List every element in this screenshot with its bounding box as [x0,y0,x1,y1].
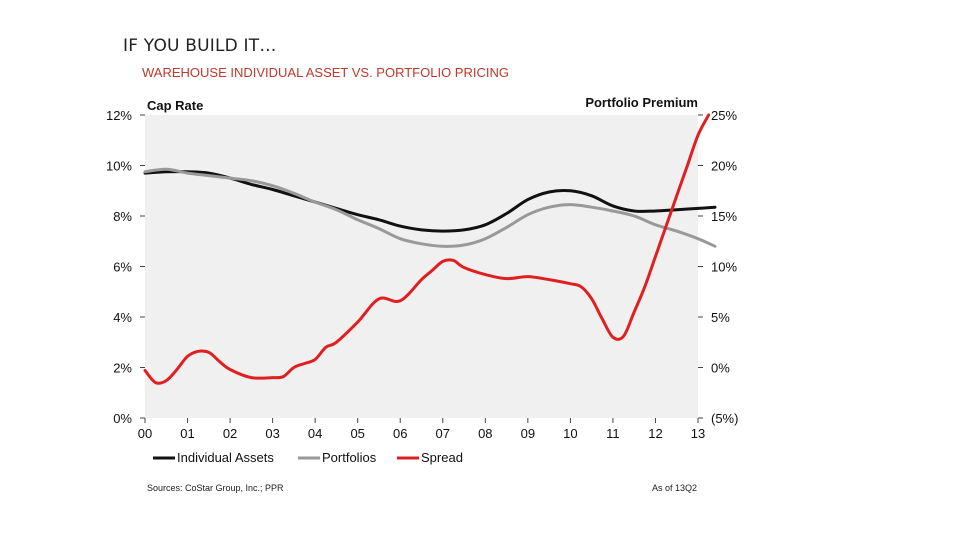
left-tick-label: 6% [113,260,132,275]
right-axis-title: Portfolio Premium [585,95,698,110]
left-tick-label: 2% [113,361,132,376]
plot-area [145,115,698,418]
series-spread [143,113,711,385]
left-tick-label: 12% [106,108,132,123]
x-tick-label: 01 [180,426,194,441]
right-tick-label: (5%) [711,411,738,426]
x-tick-label: 06 [393,426,407,441]
x-axis: 00 01 02 03 04 05 06 07 08 09 10 11 12 13 [138,418,705,441]
legend-label-portfolios: Portfolios [322,450,377,465]
x-tick-label: 10 [563,426,577,441]
x-tick-label: 09 [521,426,535,441]
x-tick-label: 11 [606,426,620,441]
left-tick-label: 4% [113,310,132,325]
x-tick-label: 08 [478,426,492,441]
as-of-note: As of 13Q2 [652,483,697,493]
series-portfolios [143,167,717,248]
left-tick-label: 10% [106,159,132,174]
x-tick-label: 13 [691,426,705,441]
right-tick-label: 15% [711,209,737,224]
slide-title: IF YOU BUILD IT… [123,36,277,56]
legend: Individual Assets Portfolios Spread [153,450,463,465]
x-tick-label: 00 [138,426,152,441]
right-tick-label: 20% [711,159,737,174]
left-tick-label: 0% [113,411,132,426]
source-note: Sources: CoStar Group, Inc.; PPR [147,483,284,493]
x-tick-label: 05 [350,426,364,441]
left-axis: 0% 2% 4% 6% 8% 10% 12% [106,108,145,426]
legend-label-spread: Spread [421,450,463,465]
right-tick-label: 25% [711,108,737,123]
series-layer [143,113,717,385]
legend-label-individual: Individual Assets [177,450,274,465]
series-individual-assets [143,170,717,233]
right-axis: (5%) 0% 5% 10% 15% 20% 25% [698,108,738,426]
x-tick-label: 02 [223,426,237,441]
slide-subtitle: WAREHOUSE INDIVIDUAL ASSET VS. PORTFOLIO… [142,65,509,80]
x-tick-label: 07 [436,426,450,441]
right-tick-label: 5% [711,310,730,325]
x-tick-label: 03 [265,426,279,441]
x-tick-label: 12 [648,426,662,441]
right-tick-label: 0% [711,361,730,376]
right-tick-label: 10% [711,260,737,275]
x-tick-label: 04 [308,426,322,441]
left-axis-title: Cap Rate [147,98,203,113]
left-tick-label: 8% [113,209,132,224]
